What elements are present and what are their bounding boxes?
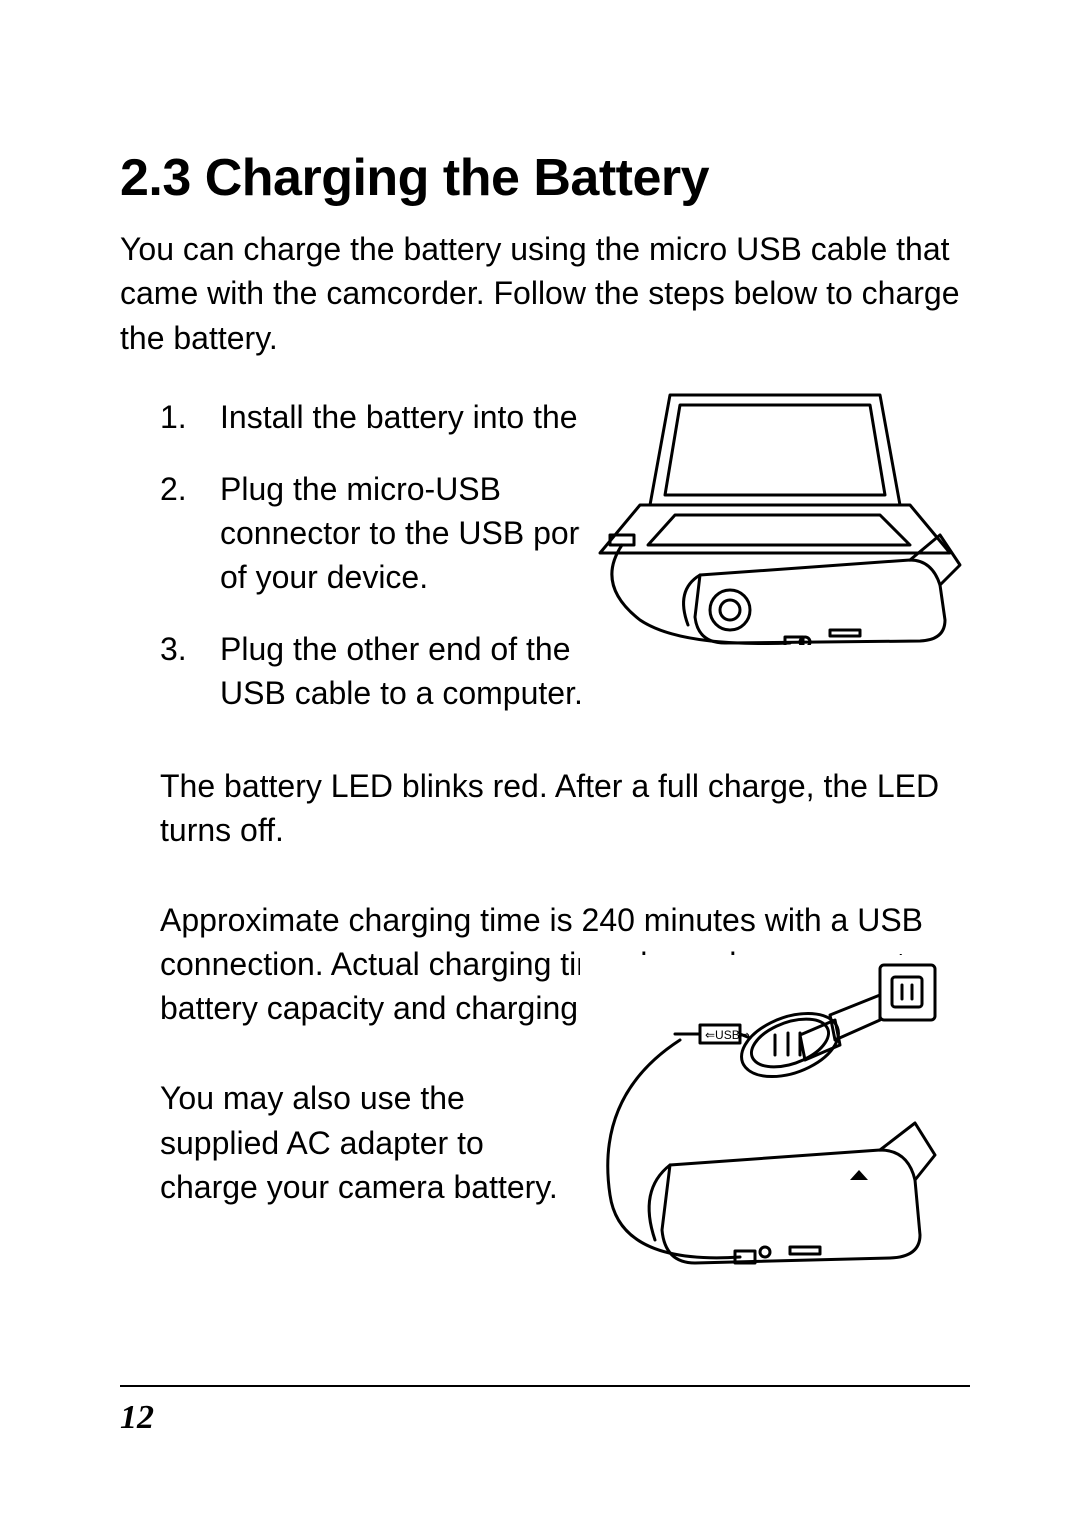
footer-rule [120, 1385, 970, 1387]
page-footer: 12 [120, 1385, 970, 1437]
laptop-camcorder-usb-diagram [580, 385, 970, 645]
ac-adapter-note: You may also use the supplied AC adapter… [160, 1076, 580, 1208]
intro-paragraph: You can charge the battery using the mic… [120, 227, 970, 359]
step-text: Plug the micro-USB connector to the USB … [220, 467, 620, 599]
step-number: 1. [160, 395, 220, 439]
ac-adapter-camcorder-diagram: ⇐USB⇒ [580, 955, 950, 1305]
led-note: The battery LED blinks red. After a full… [160, 764, 970, 852]
step-number: 2. [160, 467, 220, 511]
manual-page: 2.3 Charging the Battery You can charge … [0, 0, 1080, 1527]
step-text: Plug the other end of the USB cable to a… [220, 627, 620, 715]
page-number: 12 [120, 1399, 970, 1437]
section-title: 2.3 Charging the Battery [120, 150, 970, 207]
step-number: 3. [160, 627, 220, 671]
